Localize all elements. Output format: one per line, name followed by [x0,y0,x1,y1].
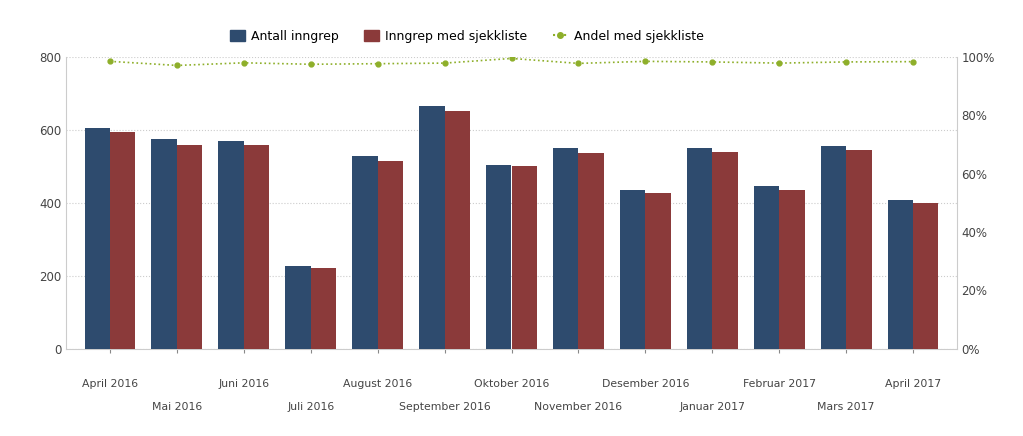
Bar [646,193,671,349]
Text: Oktober 2016: Oktober 2016 [474,379,549,389]
Text: Desember 2016: Desember 2016 [602,379,690,389]
Text: April 2017: April 2017 [885,379,941,389]
Andel med sjekkliste [706,59,718,65]
Andel med sjekkliste [639,59,652,64]
Bar [553,148,578,349]
Bar [285,266,311,349]
Text: Mai 2016: Mai 2016 [151,402,202,412]
Text: April 2016: April 2016 [82,379,138,389]
Bar [754,186,780,349]
Bar [846,150,872,349]
Bar [311,268,337,349]
Andel med sjekkliste [906,59,919,64]
Text: August 2016: August 2016 [343,379,412,389]
Bar [85,128,110,349]
Andel med sjekkliste [439,61,451,66]
Text: September 2016: September 2016 [399,402,490,412]
Bar [578,153,604,349]
Text: Februar 2017: Februar 2017 [743,379,815,389]
Bar [620,190,646,349]
Bar [686,148,712,349]
Bar [352,156,377,349]
Andel med sjekkliste [171,63,183,68]
Andel med sjekkliste [572,61,584,66]
Andel med sjekkliste [505,56,518,61]
Bar [419,106,445,349]
Bar [712,152,738,349]
Legend: Antall inngrep, Inngrep med sjekkliste, Andel med sjekkliste: Antall inngrep, Inngrep med sjekkliste, … [225,25,709,48]
Bar [512,166,537,349]
Bar [151,139,177,349]
Bar [913,203,938,349]
Text: Juli 2016: Juli 2016 [287,402,335,412]
Bar [177,145,203,349]
Bar [377,161,403,349]
Andel med sjekkliste [773,61,786,66]
Bar [445,112,470,349]
Text: Januar 2017: Januar 2017 [679,402,745,412]
Andel med sjekkliste [840,59,852,65]
Andel med sjekkliste [371,61,384,66]
Bar [218,141,243,349]
Bar [110,132,135,349]
Bar [888,200,913,349]
Andel med sjekkliste [104,59,117,64]
Andel med sjekkliste [305,61,317,67]
Bar [243,145,269,349]
Line: Andel med sjekkliste: Andel med sjekkliste [107,56,916,68]
Text: Juni 2016: Juni 2016 [218,379,269,389]
Bar [486,165,512,349]
Bar [780,190,805,349]
Andel med sjekkliste [237,60,250,65]
Bar [820,146,846,349]
Text: November 2016: November 2016 [534,402,622,412]
Text: Mars 2017: Mars 2017 [817,402,875,412]
